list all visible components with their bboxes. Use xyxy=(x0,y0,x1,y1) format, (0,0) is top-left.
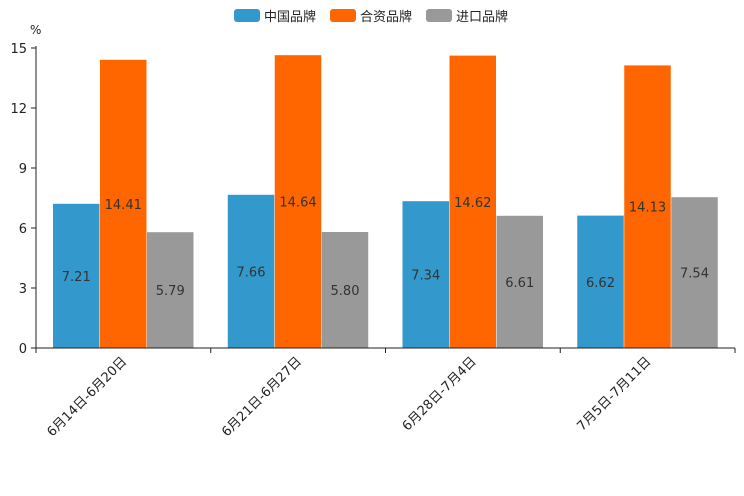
bar-value-label: 14.62 xyxy=(454,196,491,211)
bar xyxy=(321,232,369,348)
bar xyxy=(402,201,449,348)
legend: 中国品牌 合资品牌 进口品牌 xyxy=(234,9,508,25)
x-category-label: 6月14日-6月20日 xyxy=(44,354,130,440)
x-category-label: 6月28日-7月4日 xyxy=(400,354,480,434)
legend-swatch xyxy=(426,9,452,22)
bar-value-label: 6.61 xyxy=(505,276,534,291)
bar xyxy=(53,203,100,348)
legend-label: 合资品牌 xyxy=(360,9,412,25)
bar-value-label: 7.54 xyxy=(680,267,709,282)
legend-item[interactable]: 中国品牌 xyxy=(234,9,316,25)
y-axis: 0 3 6 9 12 15 xyxy=(10,42,37,357)
y-axis-unit-label: % xyxy=(30,23,41,37)
bar xyxy=(624,65,671,349)
x-axis: 6月14日-6月20日 6月21日-6月27日 6月28日-7月4日 7月5日-7月1… xyxy=(35,347,736,440)
y-tick-label: 6 xyxy=(19,222,27,237)
bar-value-label: 6.62 xyxy=(586,276,615,291)
bar xyxy=(671,197,718,348)
legend-label: 进口品牌 xyxy=(456,9,508,25)
legend-item[interactable]: 合资品牌 xyxy=(330,9,412,25)
y-tick-label: 9 xyxy=(19,162,27,177)
x-category-label: 6月21日-6月27日 xyxy=(219,354,305,440)
y-tick-label: 0 xyxy=(19,342,27,357)
bar xyxy=(274,55,322,348)
bar xyxy=(449,55,496,348)
bar-value-label: 7.21 xyxy=(62,270,91,285)
bar-value-label: 14.64 xyxy=(279,196,316,211)
bar xyxy=(147,232,194,348)
bar xyxy=(227,194,275,348)
y-tick-label: 15 xyxy=(10,42,27,57)
bar-value-label: 7.34 xyxy=(411,269,440,284)
legend-label: 中国品牌 xyxy=(264,9,316,25)
bar-value-label: 14.13 xyxy=(629,201,666,216)
bar xyxy=(100,59,147,349)
legend-swatch xyxy=(330,9,356,22)
bar-value-label: 5.80 xyxy=(331,284,360,299)
y-tick-label: 12 xyxy=(10,102,27,117)
legend-swatch xyxy=(234,9,260,22)
bar-value-label: 5.79 xyxy=(156,284,185,299)
y-tick-label: 3 xyxy=(19,282,27,297)
bar-value-label: 14.41 xyxy=(105,198,142,213)
bar xyxy=(577,215,624,348)
legend-item[interactable]: 进口品牌 xyxy=(426,9,508,25)
x-category-label: 7月5日-7月11日 xyxy=(575,354,655,434)
bar xyxy=(496,215,543,348)
bar-value-label: 7.66 xyxy=(237,265,266,280)
bars: 7.21 14.41 5.79 7.66 14.64 5.80 7.34 14.62 6.61 6… xyxy=(53,55,718,349)
